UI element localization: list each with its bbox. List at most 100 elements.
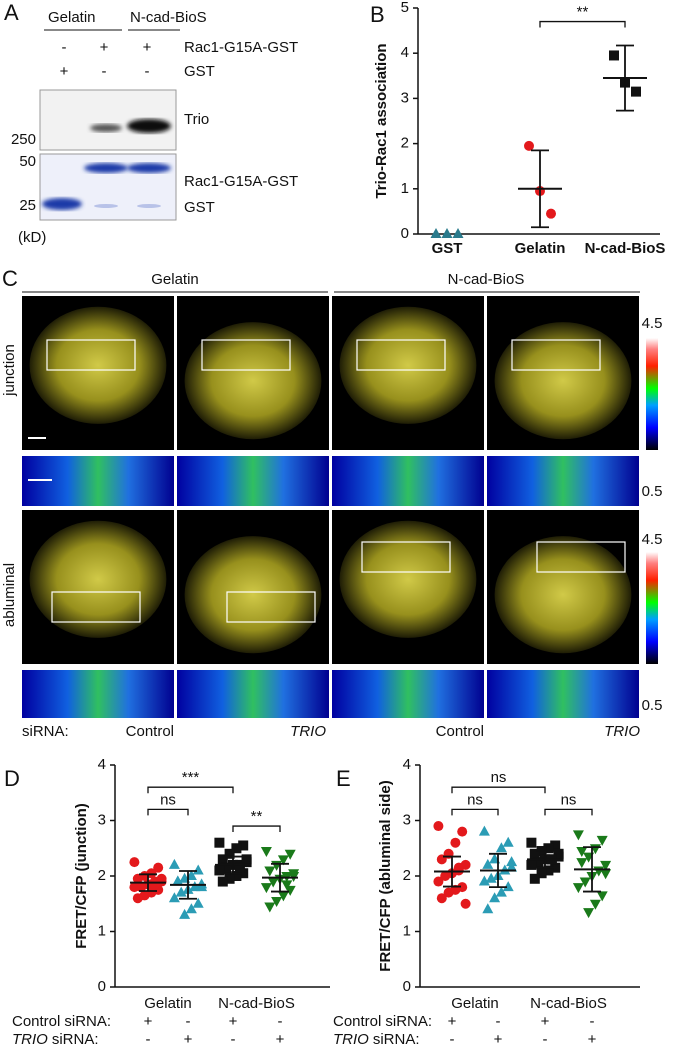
column-label: TRIO [290,723,326,740]
y-tick-label: 2 [401,135,409,152]
panel-letter: C [2,266,18,291]
point [430,228,442,238]
header: N-cad-BioS [130,9,207,26]
point [478,825,490,836]
y-tick-label: 1 [98,922,106,939]
band [84,163,128,173]
roi-box [356,339,446,371]
sign: - [543,1031,548,1046]
sign: + [448,1013,457,1030]
point [502,836,514,847]
point [452,228,464,238]
point [238,868,249,879]
point [609,50,619,61]
roi-box [51,591,141,623]
significance: ns [467,791,483,808]
point [433,821,444,832]
cell [29,306,167,424]
point [546,208,556,219]
point [529,848,540,859]
sign: - [102,63,107,80]
scale-min: 0.5 [642,697,663,714]
sign: + [494,1031,503,1046]
group-label: N-cad-BioS [218,995,295,1012]
y-tick-label: 0 [98,978,106,995]
point [224,873,235,884]
point [168,892,180,903]
bracket [451,786,546,794]
significance: *** [182,769,200,786]
condition-label: Control siRNA: [12,1013,111,1030]
sign: - [278,1013,283,1030]
panel-letter: D [4,766,20,791]
point [288,869,300,880]
point [129,857,140,868]
sign: + [60,63,69,80]
point [631,86,641,97]
panel-letter: B [370,2,385,27]
panel-letter: E [336,766,351,791]
bracket [232,825,281,833]
y-tick-label: 2 [403,867,411,884]
point [485,872,497,883]
cell [29,520,167,638]
point [478,875,490,886]
point [543,843,554,854]
y-tick-label: 4 [403,756,411,773]
point [277,891,289,902]
point [156,873,167,884]
point [572,883,584,894]
point [281,880,293,891]
mw-marker: 25 [19,197,36,214]
column-label: Control [436,723,484,740]
point [600,869,612,880]
column-label: Control [126,723,174,740]
point [576,847,588,858]
bracket [147,786,234,794]
y-tick-label: 0 [403,978,411,995]
point [234,862,245,873]
band [127,119,171,133]
color-bar [646,338,658,450]
cell [494,322,632,440]
row-label: abluminal [1,563,18,627]
point [489,892,501,903]
condition-label: Control siRNA: [333,1013,432,1030]
cell [494,536,632,654]
mw-marker: 50 [19,153,36,170]
y-tick-label: 1 [401,180,409,197]
point [149,879,160,890]
header: Gelatin [48,9,96,26]
sign: - [146,1031,151,1046]
sign: + [143,39,152,56]
point [277,855,289,866]
point [533,857,544,868]
sign: - [496,1013,501,1030]
roi-box [201,339,291,371]
roi-box [46,339,136,371]
point [238,840,249,851]
point [196,881,208,892]
sign: + [100,39,109,56]
color-bar [646,552,658,664]
point [436,893,447,904]
unit: (kD) [18,229,46,246]
roi-box [361,541,451,573]
point [482,858,494,869]
ratio-image [332,670,484,718]
sign: - [62,39,67,56]
point [441,228,453,238]
mw-marker: 250 [11,131,36,148]
roi-box [226,591,316,623]
cell [184,536,322,654]
point [231,843,242,854]
bracket [539,20,626,28]
y-tick-label: 4 [401,44,409,61]
scale-max: 4.5 [642,531,663,548]
point [153,862,164,873]
sign: - [145,63,150,80]
point [536,868,547,879]
condition-name: TRIO [333,1031,369,1046]
sign: + [541,1013,550,1030]
condition-label: TRIO siRNA: [333,1031,420,1046]
